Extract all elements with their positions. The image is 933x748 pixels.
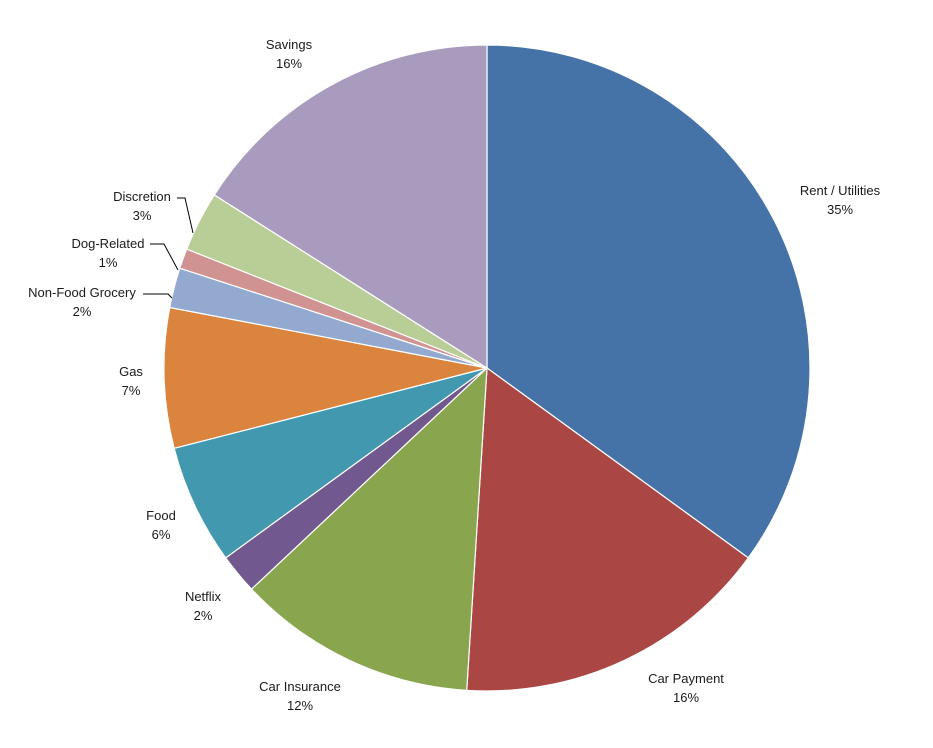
data-label-rent-utilities: Rent / Utilities 35%: [800, 183, 881, 217]
slice-percent-label: 2%: [194, 608, 213, 623]
data-labels-layer: Rent / Utilities 35% Car Payment 16% Car Ins…: [28, 37, 880, 713]
slice-percent-label: 6%: [152, 527, 171, 542]
pie-slice-car-insurance: [250, 366, 488, 691]
data-label-non-food-grocery: Non-Food Grocery 2%: [28, 285, 136, 319]
pie-slice-rent-utilities: [486, 44, 811, 559]
slice-category-label: Gas: [119, 364, 143, 379]
slice-percent-label: 2%: [73, 304, 92, 319]
slice-category-label: Non-Food Grocery: [28, 285, 136, 300]
slice-category-label: Netflix: [185, 589, 222, 604]
slice-percent-label: 1%: [99, 255, 118, 270]
data-label-dog-related: Dog-Related 1%: [72, 236, 145, 270]
data-label-gas: Gas 7%: [119, 364, 143, 398]
slices-layer: [163, 44, 811, 692]
data-label-discretion: Discretion 3%: [113, 189, 171, 223]
pie-slice-gas: [163, 306, 488, 450]
slice-category-label: Car Insurance: [259, 679, 341, 694]
data-label-savings: Savings 16%: [266, 37, 313, 71]
leader-line-dog-related: [150, 243, 179, 271]
data-label-car-insurance: Car Insurance 12%: [259, 679, 341, 713]
pie-slice-food: [173, 367, 488, 559]
slice-category-label: Dog-Related: [72, 236, 145, 251]
slice-category-label: Discretion: [113, 189, 171, 204]
data-label-netflix: Netflix 2%: [185, 589, 222, 623]
slice-percent-label: 7%: [122, 383, 141, 398]
data-label-food: Food 6%: [146, 508, 176, 542]
slice-category-label: Food: [146, 508, 176, 523]
pie-slice-car-payment: [466, 366, 750, 692]
pie-slice-savings: [213, 44, 488, 370]
slice-category-label: Car Payment: [648, 671, 724, 686]
slice-percent-label: 16%: [276, 56, 302, 71]
slice-percent-label: 3%: [133, 208, 152, 223]
leader-line-discretion: [177, 197, 194, 234]
slice-percent-label: 12%: [287, 698, 313, 713]
slice-category-label: Rent / Utilities: [800, 183, 881, 198]
slice-percent-label: 16%: [673, 690, 699, 705]
leader-line-non-food-grocery: [143, 293, 173, 299]
slice-percent-label: 35%: [827, 202, 853, 217]
data-label-car-payment: Car Payment 16%: [648, 671, 724, 705]
slice-category-label: Savings: [266, 37, 313, 52]
leader-lines-layer: [143, 197, 194, 299]
